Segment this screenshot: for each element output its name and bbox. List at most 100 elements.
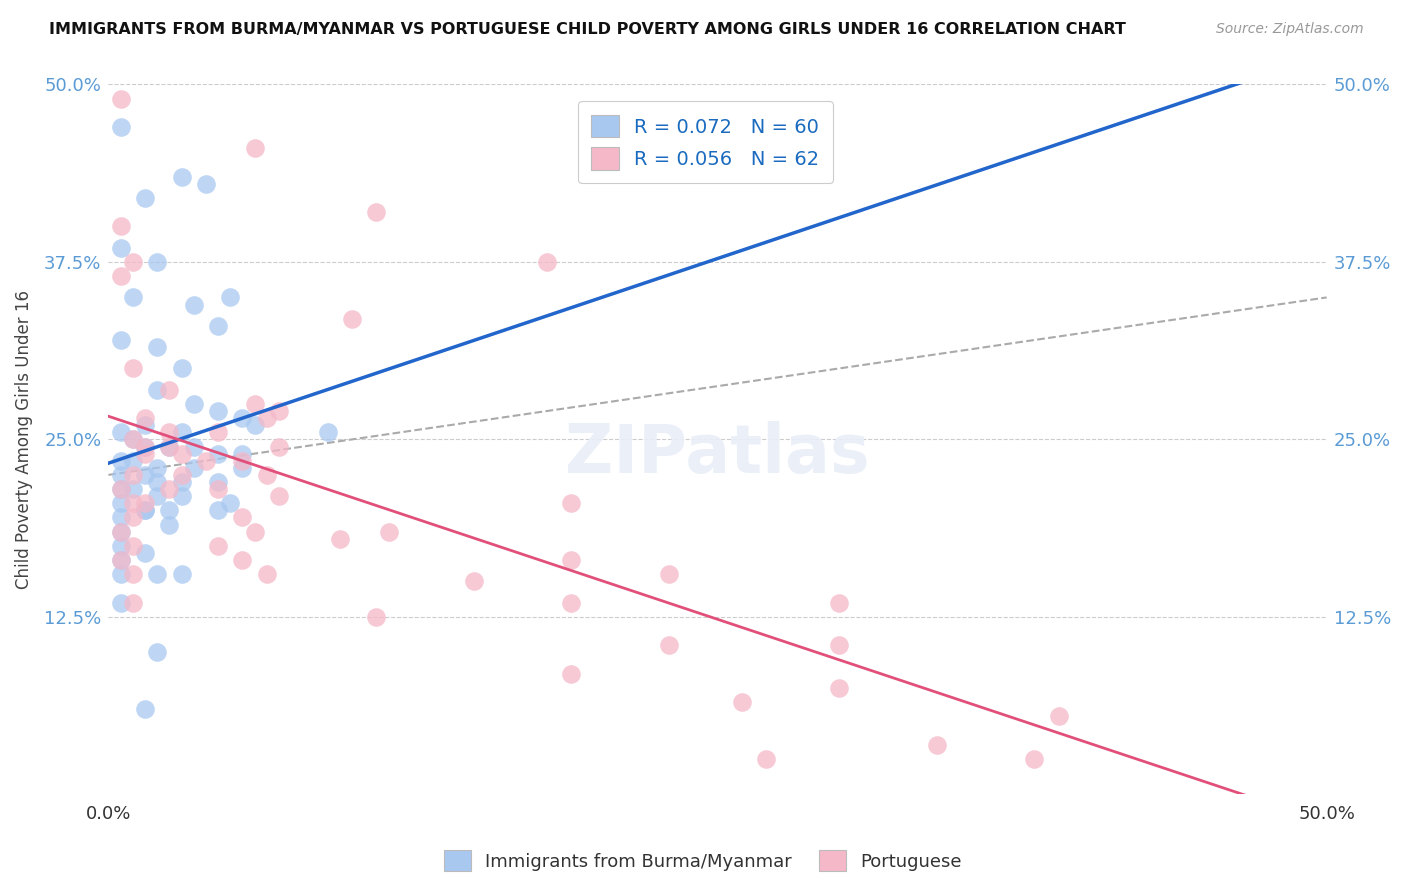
Point <box>110 553 132 567</box>
Point <box>316 425 339 440</box>
Point <box>194 177 217 191</box>
Point <box>170 361 193 376</box>
Point <box>560 596 582 610</box>
Point <box>134 440 156 454</box>
Point <box>121 290 143 304</box>
Point <box>157 503 180 517</box>
Point <box>110 524 132 539</box>
Point <box>121 482 143 496</box>
Point <box>121 510 143 524</box>
Point <box>207 425 229 440</box>
Point <box>110 524 132 539</box>
Point <box>170 447 193 461</box>
Point <box>329 532 352 546</box>
Point <box>1024 752 1046 766</box>
Point <box>828 596 851 610</box>
Point <box>194 453 217 467</box>
Point <box>243 524 266 539</box>
Point <box>231 510 253 524</box>
Point <box>121 255 143 269</box>
Point <box>110 92 132 106</box>
Point <box>560 496 582 510</box>
Point <box>231 411 253 425</box>
Point <box>110 482 132 496</box>
Point <box>256 567 278 582</box>
Point <box>146 567 169 582</box>
Point <box>134 440 156 454</box>
Point <box>267 404 290 418</box>
Point <box>121 433 143 447</box>
Point <box>134 503 156 517</box>
Point <box>134 546 156 560</box>
Point <box>146 645 169 659</box>
Point <box>157 383 180 397</box>
Point <box>110 453 132 467</box>
Point <box>231 453 253 467</box>
Point <box>146 255 169 269</box>
Point <box>146 475 169 489</box>
Point <box>183 460 205 475</box>
Point <box>183 297 205 311</box>
Text: IMMIGRANTS FROM BURMA/MYANMAR VS PORTUGUESE CHILD POVERTY AMONG GIRLS UNDER 16 C: IMMIGRANTS FROM BURMA/MYANMAR VS PORTUGU… <box>49 22 1126 37</box>
Point <box>731 695 754 709</box>
Point <box>560 553 582 567</box>
Point <box>231 460 253 475</box>
Point <box>110 553 132 567</box>
Point <box>267 440 290 454</box>
Point <box>134 418 156 433</box>
Point <box>755 752 778 766</box>
Point <box>560 666 582 681</box>
Point <box>157 440 180 454</box>
Point <box>146 383 169 397</box>
Point <box>110 467 132 482</box>
Point <box>134 496 156 510</box>
Point <box>170 567 193 582</box>
Point <box>110 425 132 440</box>
Point <box>231 553 253 567</box>
Point <box>377 524 399 539</box>
Point <box>256 411 278 425</box>
Point <box>110 496 132 510</box>
Point <box>110 482 132 496</box>
Point <box>146 489 169 503</box>
Point <box>207 475 229 489</box>
Point <box>121 567 143 582</box>
Point <box>110 510 132 524</box>
Point <box>243 141 266 155</box>
Point <box>207 482 229 496</box>
Point <box>536 255 558 269</box>
Point <box>183 440 205 454</box>
Point <box>170 467 193 482</box>
Point <box>146 340 169 354</box>
Point <box>110 241 132 255</box>
Point <box>134 447 156 461</box>
Text: ZIPatlas: ZIPatlas <box>565 421 870 487</box>
Point <box>134 702 156 716</box>
Point <box>121 496 143 510</box>
Point <box>256 467 278 482</box>
Point <box>267 489 290 503</box>
Point <box>170 475 193 489</box>
Point <box>170 425 193 440</box>
Point <box>243 397 266 411</box>
Point <box>121 539 143 553</box>
Point <box>121 596 143 610</box>
Point <box>110 269 132 284</box>
Point <box>110 596 132 610</box>
Point <box>157 517 180 532</box>
Point <box>207 447 229 461</box>
Point <box>110 219 132 234</box>
Point <box>157 425 180 440</box>
Point <box>121 361 143 376</box>
Point <box>207 404 229 418</box>
Point <box>925 738 948 752</box>
Point <box>463 574 485 589</box>
Point <box>121 467 143 482</box>
Point <box>183 397 205 411</box>
Point <box>110 120 132 134</box>
Text: Source: ZipAtlas.com: Source: ZipAtlas.com <box>1216 22 1364 37</box>
Point <box>219 496 242 510</box>
Y-axis label: Child Poverty Among Girls Under 16: Child Poverty Among Girls Under 16 <box>15 290 32 589</box>
Point <box>134 191 156 205</box>
Point <box>157 440 180 454</box>
